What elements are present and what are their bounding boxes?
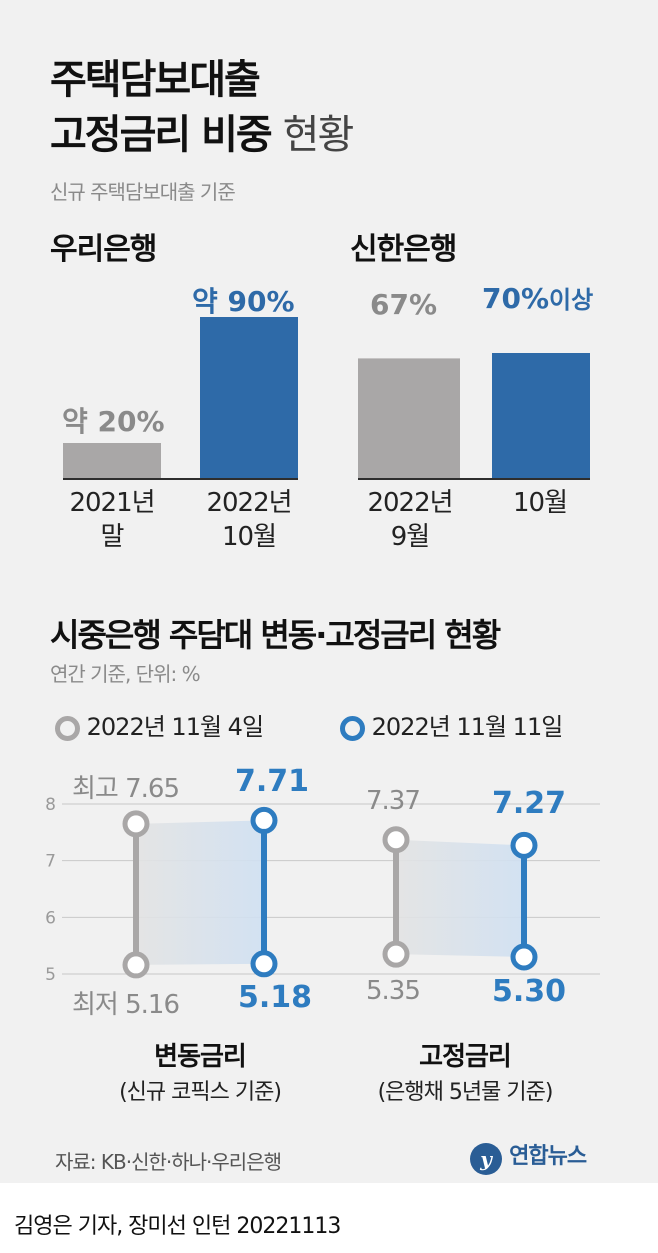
label-fixed-high-nov4: 7.37 xyxy=(366,786,421,816)
label-float-low-nov4: 최저 5.16 xyxy=(72,990,180,1020)
bank-bar-charts xyxy=(63,317,590,480)
svg-text:y: y xyxy=(479,1147,493,1171)
range-low-point-0-0 xyxy=(122,951,150,979)
yonhap-logo-icon: y xyxy=(470,1142,502,1175)
range-band-0 xyxy=(136,820,264,965)
infographic-card xyxy=(0,0,658,1183)
category-label-shinhan-0: 2022년 9월 xyxy=(367,488,453,552)
y-tick-label: 5 xyxy=(45,965,56,985)
range-high-point-0-0 xyxy=(122,810,150,838)
range-high-point-1-1 xyxy=(510,831,538,859)
range-high-point-0-1 xyxy=(250,806,278,834)
y-tick-label: 7 xyxy=(45,852,56,872)
y-tick-label: 6 xyxy=(45,908,56,928)
label-float-high-nov4: 최고 7.65 xyxy=(72,774,180,804)
label-float-low-nov11: 5.18 xyxy=(238,980,313,1015)
category-label-woori-0: 2021년 말 xyxy=(69,488,155,552)
bar-0-0 xyxy=(63,443,161,479)
bar-label-shinhan-1: 70%이상 xyxy=(482,282,594,315)
source-text: 자료: KB·신한·하나·우리은행 xyxy=(55,1150,282,1174)
group-sub-floating: (신규 코픽스 기준) xyxy=(119,1080,282,1105)
bank-title-shinhan: 신한은행 xyxy=(350,232,457,267)
category-label-shinhan-1: 10월 xyxy=(512,488,568,518)
label-fixed-low-nov4: 5.35 xyxy=(366,976,421,1006)
bar-0-1 xyxy=(200,317,298,479)
bar-label-woori-1: 약 90% xyxy=(192,285,295,318)
subtitle: 신규 주택담보대출 기준 xyxy=(50,180,236,204)
range-high-point-1-0 xyxy=(382,826,410,854)
legend-item-nov11: 2022년 11월 11일 xyxy=(340,707,563,742)
bar-label-shinhan-0: 67% xyxy=(370,288,438,321)
label-fixed-low-nov11: 5.30 xyxy=(492,974,567,1009)
legend-gray-circle-icon xyxy=(55,715,80,741)
group-sub-fixed: (은행채 5년물 기준) xyxy=(377,1080,554,1105)
group-name-floating: 변동금리 xyxy=(154,1042,247,1072)
bank-title-woori: 우리은행 xyxy=(50,232,157,267)
rate-section-title: 시중은행 주담대 변동·고정금리 현황 xyxy=(50,616,501,654)
title-light-part: 현황 xyxy=(282,112,355,158)
range-low-point-1-1 xyxy=(510,943,538,971)
bar-1-1 xyxy=(492,353,590,479)
label-fixed-high-nov11: 7.27 xyxy=(492,786,567,821)
legend-blue-circle-icon xyxy=(340,715,365,741)
bar-1-0 xyxy=(358,358,460,479)
label-float-high-nov11: 7.71 xyxy=(235,764,310,799)
yonhap-logo: y 연합뉴스 xyxy=(468,1138,587,1177)
credit-line: 김영은 기자, 장미선 인턴 20221113 xyxy=(14,1214,341,1239)
rate-range-chart: 8 7 6 5 xyxy=(45,795,600,985)
title-line-1: 주택담보대출 xyxy=(50,57,261,103)
range-low-point-0-1 xyxy=(250,950,278,978)
legend-item-nov4: 2022년 11월 4일 xyxy=(55,707,264,742)
rate-section-subtitle: 연간 기준, 단위: % xyxy=(50,662,201,686)
range-band-1 xyxy=(396,839,524,957)
bar-label-woori-0: 약 20% xyxy=(62,405,165,438)
title-line-2: 고정금리 비중 현황 xyxy=(50,110,355,160)
logo-text: 연합뉴스 xyxy=(509,1144,587,1169)
category-label-woori-1: 2022년 10월 xyxy=(206,488,292,552)
range-low-point-1-0 xyxy=(382,940,410,968)
title-bold-part: 고정금리 비중 xyxy=(50,112,273,158)
group-name-fixed: 고정금리 xyxy=(419,1042,512,1072)
y-tick-label: 8 xyxy=(45,795,56,815)
